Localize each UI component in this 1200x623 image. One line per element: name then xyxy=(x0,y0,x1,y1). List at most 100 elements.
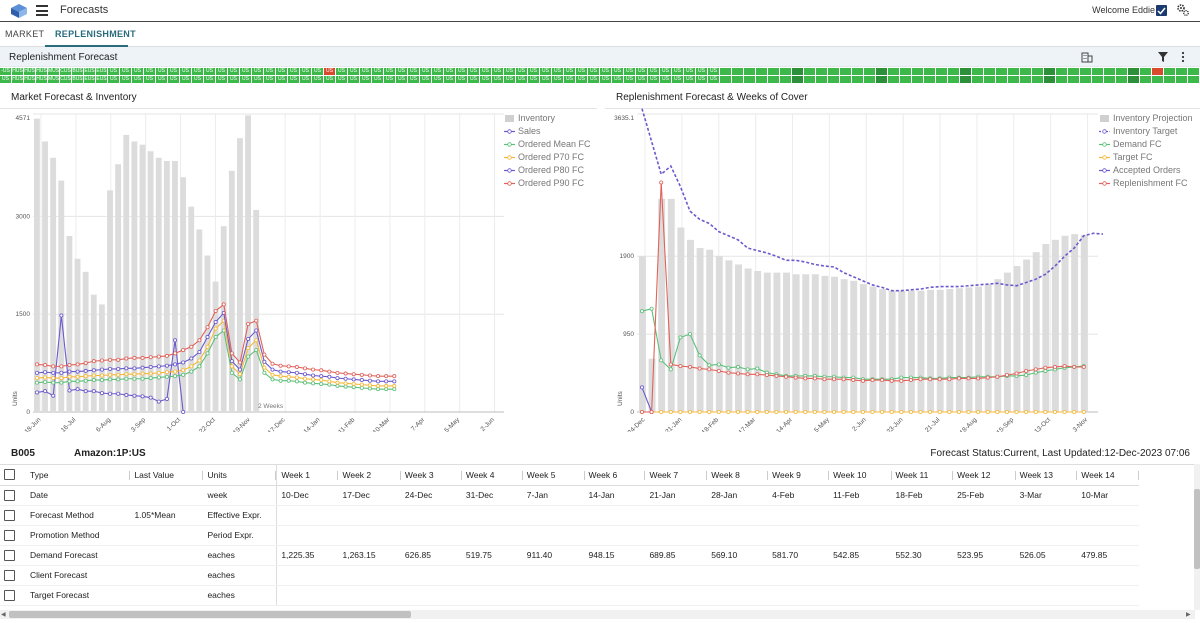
heatmap-cell[interactable]: US xyxy=(120,68,131,75)
data-point[interactable] xyxy=(1024,369,1029,374)
data-point[interactable] xyxy=(335,370,340,375)
data-point[interactable] xyxy=(860,378,865,383)
data-point[interactable] xyxy=(311,381,316,386)
data-point[interactable] xyxy=(302,380,307,385)
heatmap-cell[interactable] xyxy=(900,68,911,75)
data-point[interactable] xyxy=(956,376,961,381)
inventory-bar[interactable] xyxy=(648,358,656,412)
heatmap-cell[interactable] xyxy=(960,68,971,75)
heatmap-cell[interactable] xyxy=(912,76,923,83)
heatmap-cell[interactable]: US xyxy=(300,68,311,75)
heatmap-cell[interactable]: US xyxy=(708,68,719,75)
column-header[interactable]: Week 4 xyxy=(461,465,523,486)
heatmap-cell[interactable] xyxy=(1128,68,1139,75)
heatmap-cell[interactable] xyxy=(816,68,827,75)
table-cell[interactable]: 11-Feb xyxy=(829,485,892,506)
table-cell[interactable]: 14-Jan xyxy=(584,485,646,506)
heatmap-cell[interactable] xyxy=(852,68,863,75)
data-point[interactable] xyxy=(860,409,865,414)
heatmap-cell[interactable]: -US xyxy=(0,68,11,75)
data-point[interactable] xyxy=(197,358,202,363)
heatmap-cell[interactable] xyxy=(924,76,935,83)
data-point[interactable] xyxy=(688,332,693,337)
data-point[interactable] xyxy=(140,394,145,399)
data-point[interactable] xyxy=(880,378,885,383)
column-header[interactable]: Week 10 xyxy=(829,465,892,486)
data-point[interactable] xyxy=(116,372,121,377)
heatmap-cell[interactable]: US xyxy=(168,68,179,75)
heatmap-cell[interactable]: US xyxy=(396,68,407,75)
building-icon[interactable] xyxy=(1081,51,1093,63)
data-point[interactable] xyxy=(870,409,875,414)
data-point[interactable] xyxy=(59,376,64,381)
heatmap-cell[interactable]: US xyxy=(276,76,287,83)
data-point[interactable] xyxy=(774,409,779,414)
inventory-bar[interactable] xyxy=(204,255,211,412)
data-point[interactable] xyxy=(726,365,731,370)
column-header[interactable]: Week 6 xyxy=(584,465,646,486)
table-cell[interactable] xyxy=(1015,525,1078,546)
data-point[interactable] xyxy=(148,371,153,376)
data-point[interactable] xyxy=(91,373,96,378)
table-cell[interactable]: 7-Jan xyxy=(522,485,585,506)
heatmap-cell[interactable]: US xyxy=(300,76,311,83)
inventory-bar[interactable] xyxy=(42,141,48,412)
data-point[interactable] xyxy=(254,318,259,323)
data-point[interactable] xyxy=(1024,409,1029,414)
data-point[interactable] xyxy=(726,370,731,375)
data-point[interactable] xyxy=(937,409,942,414)
table-cell[interactable] xyxy=(829,525,892,546)
scroll-right-icon[interactable]: ▶ xyxy=(1186,612,1191,618)
data-point[interactable] xyxy=(745,372,750,377)
data-point[interactable] xyxy=(270,377,275,382)
table-row[interactable]: Promotion Method Period Expr. xyxy=(0,525,1195,546)
heatmap-cell[interactable]: US xyxy=(240,68,251,75)
heatmap-cell[interactable] xyxy=(984,76,995,83)
data-point[interactable] xyxy=(311,373,316,378)
table-cell[interactable] xyxy=(891,565,954,586)
heatmap-cell[interactable] xyxy=(1104,76,1115,83)
data-point[interactable] xyxy=(75,369,80,374)
inventory-bar[interactable] xyxy=(228,170,235,412)
table-cell[interactable] xyxy=(1077,565,1139,586)
heatmap-cell[interactable]: BUS xyxy=(72,68,83,75)
inventory-bar[interactable] xyxy=(840,279,848,412)
table-cell[interactable] xyxy=(400,585,462,606)
data-point[interactable] xyxy=(1014,371,1019,376)
table-cell[interactable] xyxy=(953,585,1016,606)
heatmap-cell[interactable]: US xyxy=(612,76,623,83)
data-point[interactable] xyxy=(736,371,741,376)
data-point[interactable] xyxy=(238,377,243,382)
table-cell[interactable]: 28-Jan xyxy=(707,485,769,506)
heatmap-cell[interactable]: US xyxy=(480,68,491,75)
inventory-bar[interactable] xyxy=(879,289,887,412)
data-point[interactable] xyxy=(1052,409,1057,414)
inventory-bar[interactable] xyxy=(831,276,838,412)
inventory-bar[interactable] xyxy=(155,157,162,412)
data-point[interactable] xyxy=(764,373,769,378)
inventory-bar[interactable] xyxy=(850,280,858,412)
data-point[interactable] xyxy=(1043,369,1048,374)
table-cell[interactable] xyxy=(276,505,339,526)
data-point[interactable] xyxy=(132,372,137,377)
data-point[interactable] xyxy=(1033,367,1038,372)
heatmap-cell[interactable] xyxy=(1092,68,1103,75)
table-cell[interactable] xyxy=(707,525,769,546)
data-point[interactable] xyxy=(35,376,40,381)
heatmap-cell[interactable]: US xyxy=(216,76,227,83)
data-point[interactable] xyxy=(278,363,283,368)
data-point[interactable] xyxy=(908,378,913,383)
column-header[interactable]: Week 8 xyxy=(707,465,769,486)
heatmap-cell[interactable]: MUS xyxy=(48,76,59,83)
table-cell[interactable] xyxy=(461,525,523,546)
data-point[interactable] xyxy=(1062,409,1067,414)
table-cell[interactable] xyxy=(584,565,646,586)
data-point[interactable] xyxy=(1072,364,1077,369)
table-cell[interactable] xyxy=(953,505,1016,526)
data-point[interactable] xyxy=(343,384,348,389)
data-point[interactable] xyxy=(189,364,194,369)
table-row[interactable]: Target Forecast eaches xyxy=(0,585,1195,606)
inventory-bar[interactable] xyxy=(773,272,781,412)
heatmap-cell[interactable] xyxy=(984,68,995,75)
data-point[interactable] xyxy=(384,383,389,388)
